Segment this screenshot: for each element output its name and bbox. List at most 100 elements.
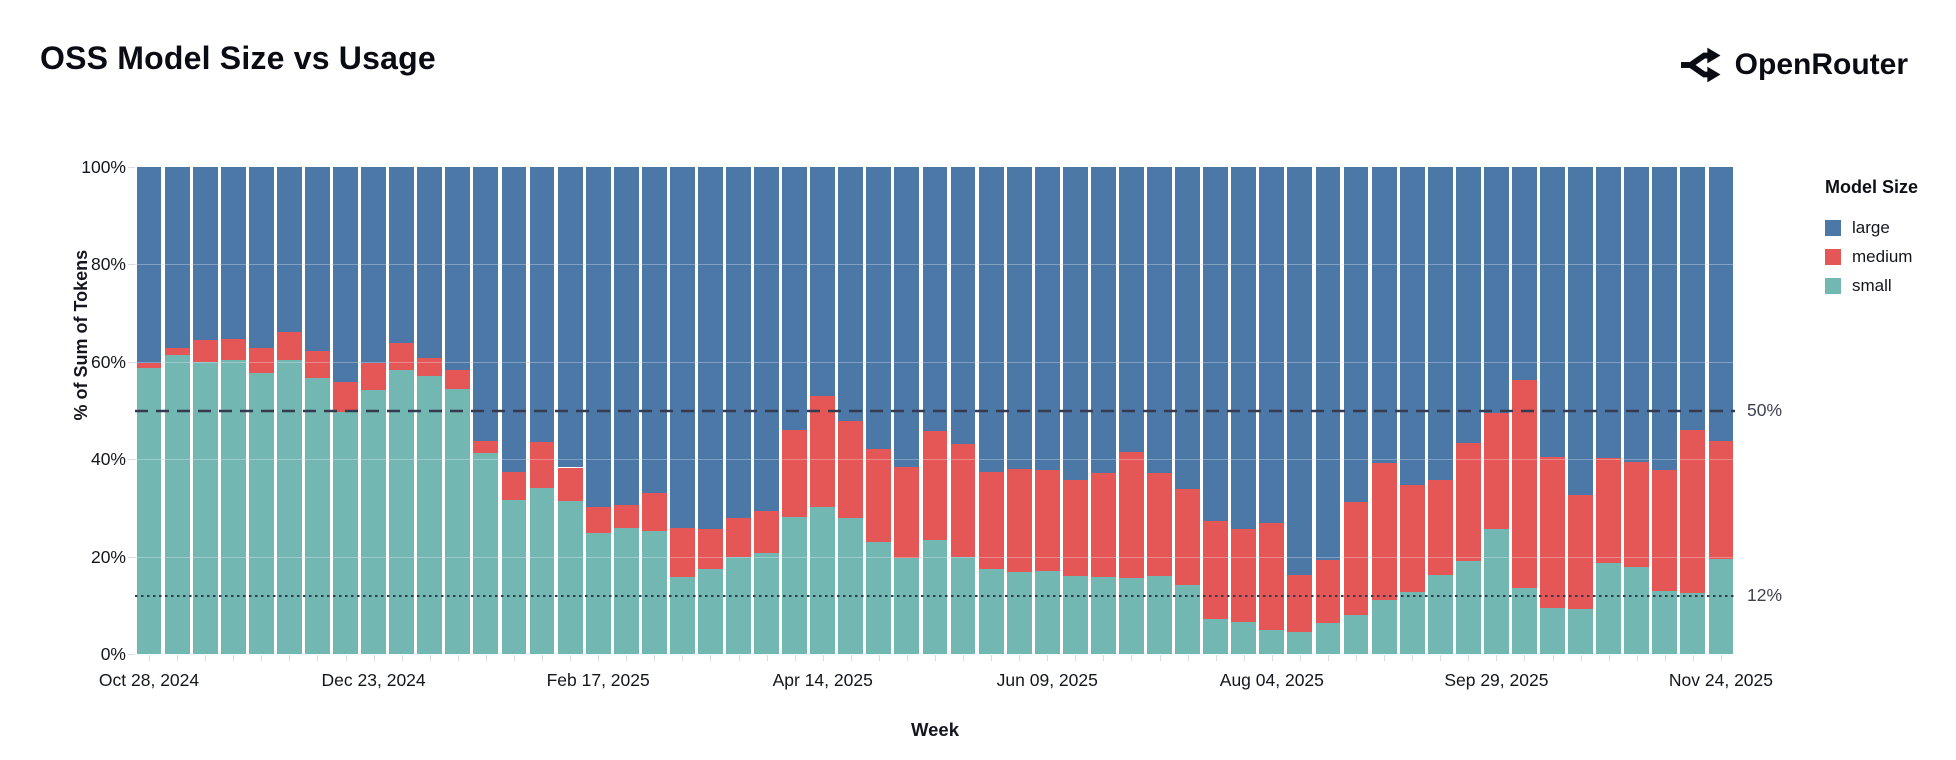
bar-segment-small bbox=[1596, 562, 1622, 654]
bar-segment-medium bbox=[894, 467, 920, 559]
bar-segment-large bbox=[1231, 167, 1257, 530]
bar-segment-large bbox=[585, 167, 611, 507]
x-tick-label-Aug 04, 2025: Aug 04, 2025 bbox=[1219, 670, 1324, 690]
bar-segment-large bbox=[698, 167, 723, 530]
bar-Feb 03, 2025 bbox=[529, 167, 555, 654]
x-tick-mark bbox=[1271, 655, 1273, 661]
bar-segment-medium bbox=[1512, 379, 1537, 589]
bar-Jan 20, 2025 bbox=[473, 167, 499, 654]
bar-segment-large bbox=[978, 167, 1004, 472]
bar-Apr 14, 2025 bbox=[810, 167, 836, 654]
x-tick-mark bbox=[598, 655, 600, 661]
legend-label-large: large bbox=[1852, 218, 1890, 237]
bar-segment-small bbox=[1231, 621, 1257, 654]
bar-segment-large bbox=[1287, 167, 1313, 576]
bar-segment-large bbox=[1006, 167, 1032, 470]
x-tick-mark bbox=[1243, 655, 1245, 661]
bar-Dec 23, 2024 bbox=[361, 167, 387, 654]
x-tick-mark bbox=[1440, 655, 1442, 661]
bar-May 12, 2025 bbox=[922, 167, 948, 654]
bar-segment-large bbox=[1090, 167, 1116, 474]
bar-segment-large bbox=[1455, 167, 1481, 444]
bar-segment-small bbox=[1062, 576, 1088, 654]
bar-segment-medium bbox=[1315, 560, 1341, 624]
bar-Nov 18, 2024 bbox=[220, 167, 246, 654]
bar-segment-large bbox=[726, 167, 751, 519]
bar-segment-large bbox=[417, 167, 443, 359]
bar-segment-small bbox=[585, 533, 611, 654]
bar-segment-small bbox=[754, 553, 779, 654]
bar-Sep 22, 2025 bbox=[1455, 167, 1481, 654]
x-tick-mark bbox=[1299, 655, 1301, 661]
bar-segment-medium bbox=[192, 340, 218, 362]
bar-segment-medium bbox=[1624, 461, 1650, 567]
bar-segment-large bbox=[866, 167, 892, 449]
x-tick-mark bbox=[1187, 655, 1189, 661]
bar-segment-small bbox=[810, 506, 836, 654]
bar-segment-large bbox=[1175, 167, 1201, 489]
bar-segment-large bbox=[164, 167, 190, 349]
bar-segment-medium bbox=[361, 363, 387, 391]
bar-segment-small bbox=[1259, 630, 1285, 654]
bar-segment-medium bbox=[585, 506, 611, 534]
bar-segment-large bbox=[1624, 167, 1650, 462]
bar-segment-small bbox=[136, 367, 162, 654]
bar-segment-small bbox=[557, 501, 583, 654]
gridline-overlay-60 bbox=[135, 361, 1735, 363]
bar-segment-medium bbox=[1708, 440, 1734, 559]
bar-segment-medium bbox=[501, 472, 527, 500]
bar-segment-medium bbox=[613, 504, 639, 529]
bar-Mar 31, 2025 bbox=[754, 167, 779, 654]
bar-segment-medium bbox=[1455, 443, 1481, 562]
bar-segment-small bbox=[1315, 623, 1341, 654]
bar-Sep 01, 2025 bbox=[1371, 167, 1397, 654]
bar-segment-small bbox=[164, 354, 190, 654]
x-tick-mark bbox=[850, 655, 852, 661]
bar-Oct 13, 2025 bbox=[1540, 167, 1565, 654]
x-tick-mark bbox=[906, 655, 908, 661]
bar-Aug 25, 2025 bbox=[1343, 167, 1369, 654]
bar-Jan 13, 2025 bbox=[445, 167, 471, 654]
bar-segment-small bbox=[1203, 618, 1229, 654]
bar-segment-medium bbox=[1568, 494, 1594, 609]
bar-segment-small bbox=[529, 487, 555, 654]
bar-segment-small bbox=[333, 411, 358, 654]
x-tick-mark bbox=[1103, 655, 1105, 661]
bar-segment-large bbox=[950, 167, 976, 445]
x-tick-mark bbox=[205, 655, 207, 661]
x-tick-mark bbox=[1412, 655, 1414, 661]
bar-segment-large bbox=[1652, 167, 1678, 470]
bar-segment-medium bbox=[1540, 456, 1565, 609]
bar-segment-medium bbox=[1090, 473, 1116, 577]
bar-segment-large bbox=[1483, 167, 1509, 414]
bar-segment-small bbox=[1483, 529, 1509, 654]
bar-segment-medium bbox=[922, 431, 948, 540]
x-tick-mark bbox=[1019, 655, 1021, 661]
y-tick-label-40%: 40% bbox=[90, 449, 126, 470]
bar-segment-large bbox=[276, 167, 302, 332]
bar-segment-large bbox=[782, 167, 808, 430]
bar-segment-small bbox=[950, 556, 976, 654]
bar-segment-medium bbox=[810, 395, 836, 507]
bar-Dec 02, 2024 bbox=[276, 167, 302, 654]
legend-item-large: large bbox=[1825, 218, 1950, 238]
legend-swatch-medium bbox=[1825, 249, 1841, 265]
x-tick-mark bbox=[1468, 655, 1470, 661]
bar-segment-large bbox=[838, 167, 864, 422]
bar-segment-medium bbox=[838, 421, 864, 518]
bar-segment-small bbox=[389, 370, 415, 654]
bar-segment-medium bbox=[1596, 458, 1622, 563]
bar-segment-medium bbox=[529, 441, 555, 488]
x-tick-mark bbox=[738, 655, 740, 661]
bar-segment-large bbox=[1034, 167, 1060, 470]
bar-Nov 25, 2024 bbox=[248, 167, 274, 654]
bar-segment-medium bbox=[305, 350, 330, 379]
bar-segment-medium bbox=[276, 331, 302, 361]
bar-segment-small bbox=[1680, 592, 1706, 654]
bar-Sep 08, 2025 bbox=[1399, 167, 1425, 654]
bar-segment-medium bbox=[164, 348, 190, 355]
bar-segment-small bbox=[501, 499, 527, 654]
bar-segment-medium bbox=[1259, 522, 1285, 631]
bar-segment-small bbox=[1287, 631, 1313, 654]
